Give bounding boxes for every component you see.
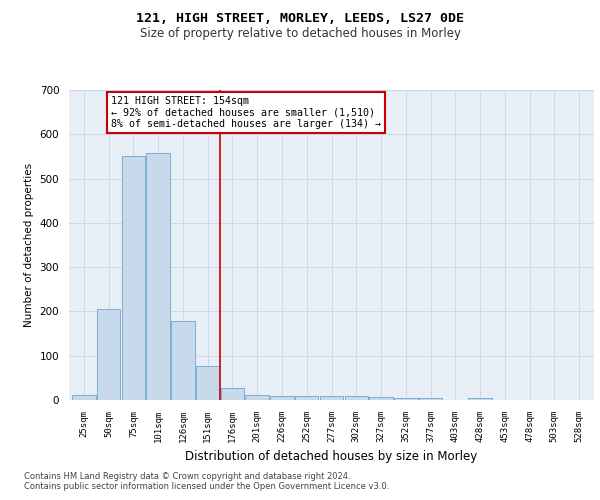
Text: Contains HM Land Registry data © Crown copyright and database right 2024.: Contains HM Land Registry data © Crown c…	[24, 472, 350, 481]
Bar	[122, 156, 145, 400]
Bar	[97, 309, 121, 400]
Bar	[270, 396, 294, 400]
Text: 121 HIGH STREET: 154sqm
← 92% of detached houses are smaller (1,510)
8% of semi-: 121 HIGH STREET: 154sqm ← 92% of detache…	[111, 96, 381, 130]
Bar	[369, 398, 393, 400]
X-axis label: Distribution of detached houses by size in Morley: Distribution of detached houses by size …	[185, 450, 478, 464]
Bar	[196, 366, 220, 400]
Bar	[221, 388, 244, 400]
Bar	[394, 398, 418, 400]
Bar	[419, 398, 442, 400]
Bar	[146, 153, 170, 400]
Bar	[72, 394, 95, 400]
Bar	[320, 396, 343, 400]
Bar	[295, 396, 319, 400]
Y-axis label: Number of detached properties: Number of detached properties	[24, 163, 34, 327]
Text: Contains public sector information licensed under the Open Government Licence v3: Contains public sector information licen…	[24, 482, 389, 491]
Text: Size of property relative to detached houses in Morley: Size of property relative to detached ho…	[139, 28, 461, 40]
Bar	[344, 396, 368, 400]
Bar	[171, 321, 194, 400]
Bar	[469, 398, 492, 400]
Text: 121, HIGH STREET, MORLEY, LEEDS, LS27 0DE: 121, HIGH STREET, MORLEY, LEEDS, LS27 0D…	[136, 12, 464, 26]
Bar	[245, 394, 269, 400]
